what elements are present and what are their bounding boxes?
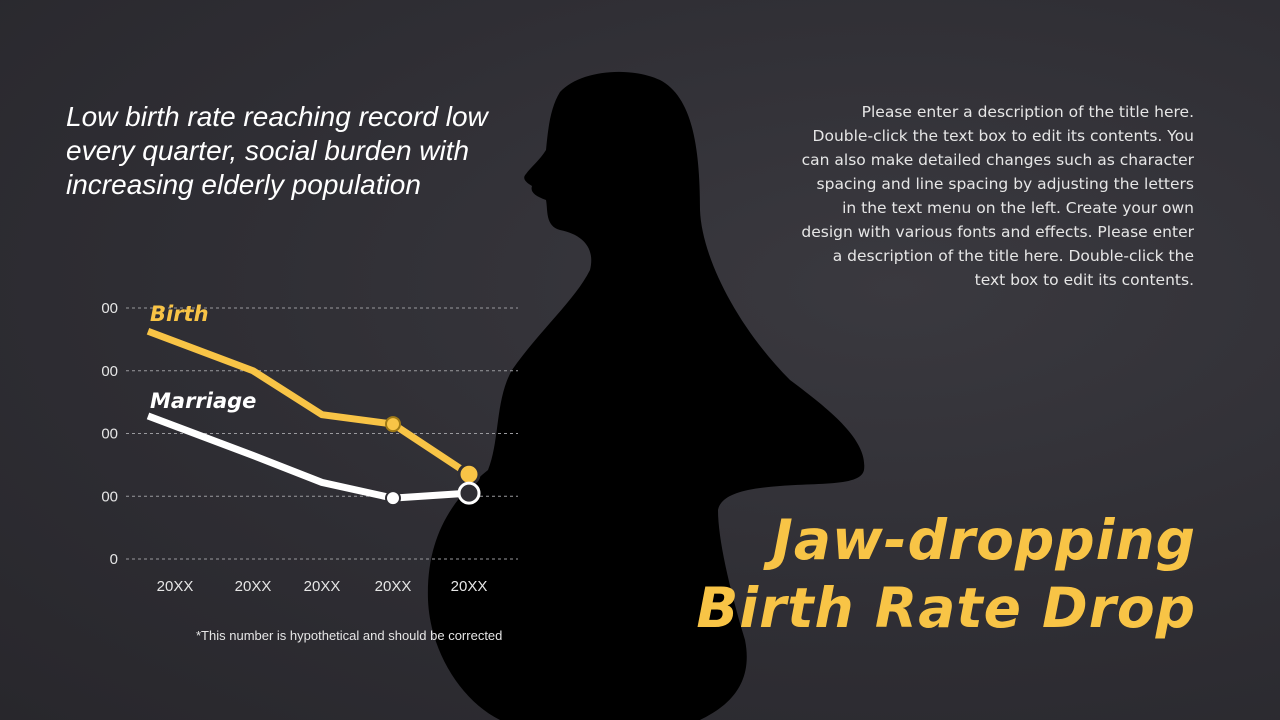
y-tick-label: 00 [101, 488, 118, 505]
x-tick-label: 20XX [375, 578, 412, 595]
x-axis-ticks: 20XX 20XX 20XX 20XX 20XX [157, 578, 488, 595]
subtitle: Low birth rate reaching record low every… [66, 101, 488, 200]
data-point-birth [385, 416, 401, 433]
series-label-marriage: Marriage [150, 389, 256, 413]
x-tick-label: 20XX [451, 578, 488, 595]
title-line-1: Jaw-dropping [772, 508, 1196, 572]
y-tick-label: 0 [110, 551, 118, 568]
y-tick-label: 00 [101, 300, 118, 317]
x-tick-label: 20XX [157, 578, 194, 595]
main-title: Jaw-dropping Birth Rate Drop [696, 506, 1196, 642]
x-tick-label: 20XX [235, 578, 272, 595]
y-tick-label: 00 [101, 426, 118, 443]
footnote: *This number is hypothetical and should … [196, 628, 503, 643]
series-label-birth: Birth [150, 302, 209, 326]
series-line-marriage [146, 412, 470, 502]
description: Please enter a description of the title … [801, 103, 1194, 289]
data-point-birth [457, 462, 481, 486]
y-tick-label: 00 [101, 363, 118, 380]
series [146, 327, 481, 507]
title-line-2: Birth Rate Drop [696, 576, 1196, 640]
series-line-birth [146, 327, 471, 478]
x-tick-label: 20XX [304, 578, 341, 595]
data-point-marriage [457, 481, 481, 505]
series-labels: Birth Marriage [150, 302, 256, 413]
data-point-marriage [385, 490, 401, 507]
